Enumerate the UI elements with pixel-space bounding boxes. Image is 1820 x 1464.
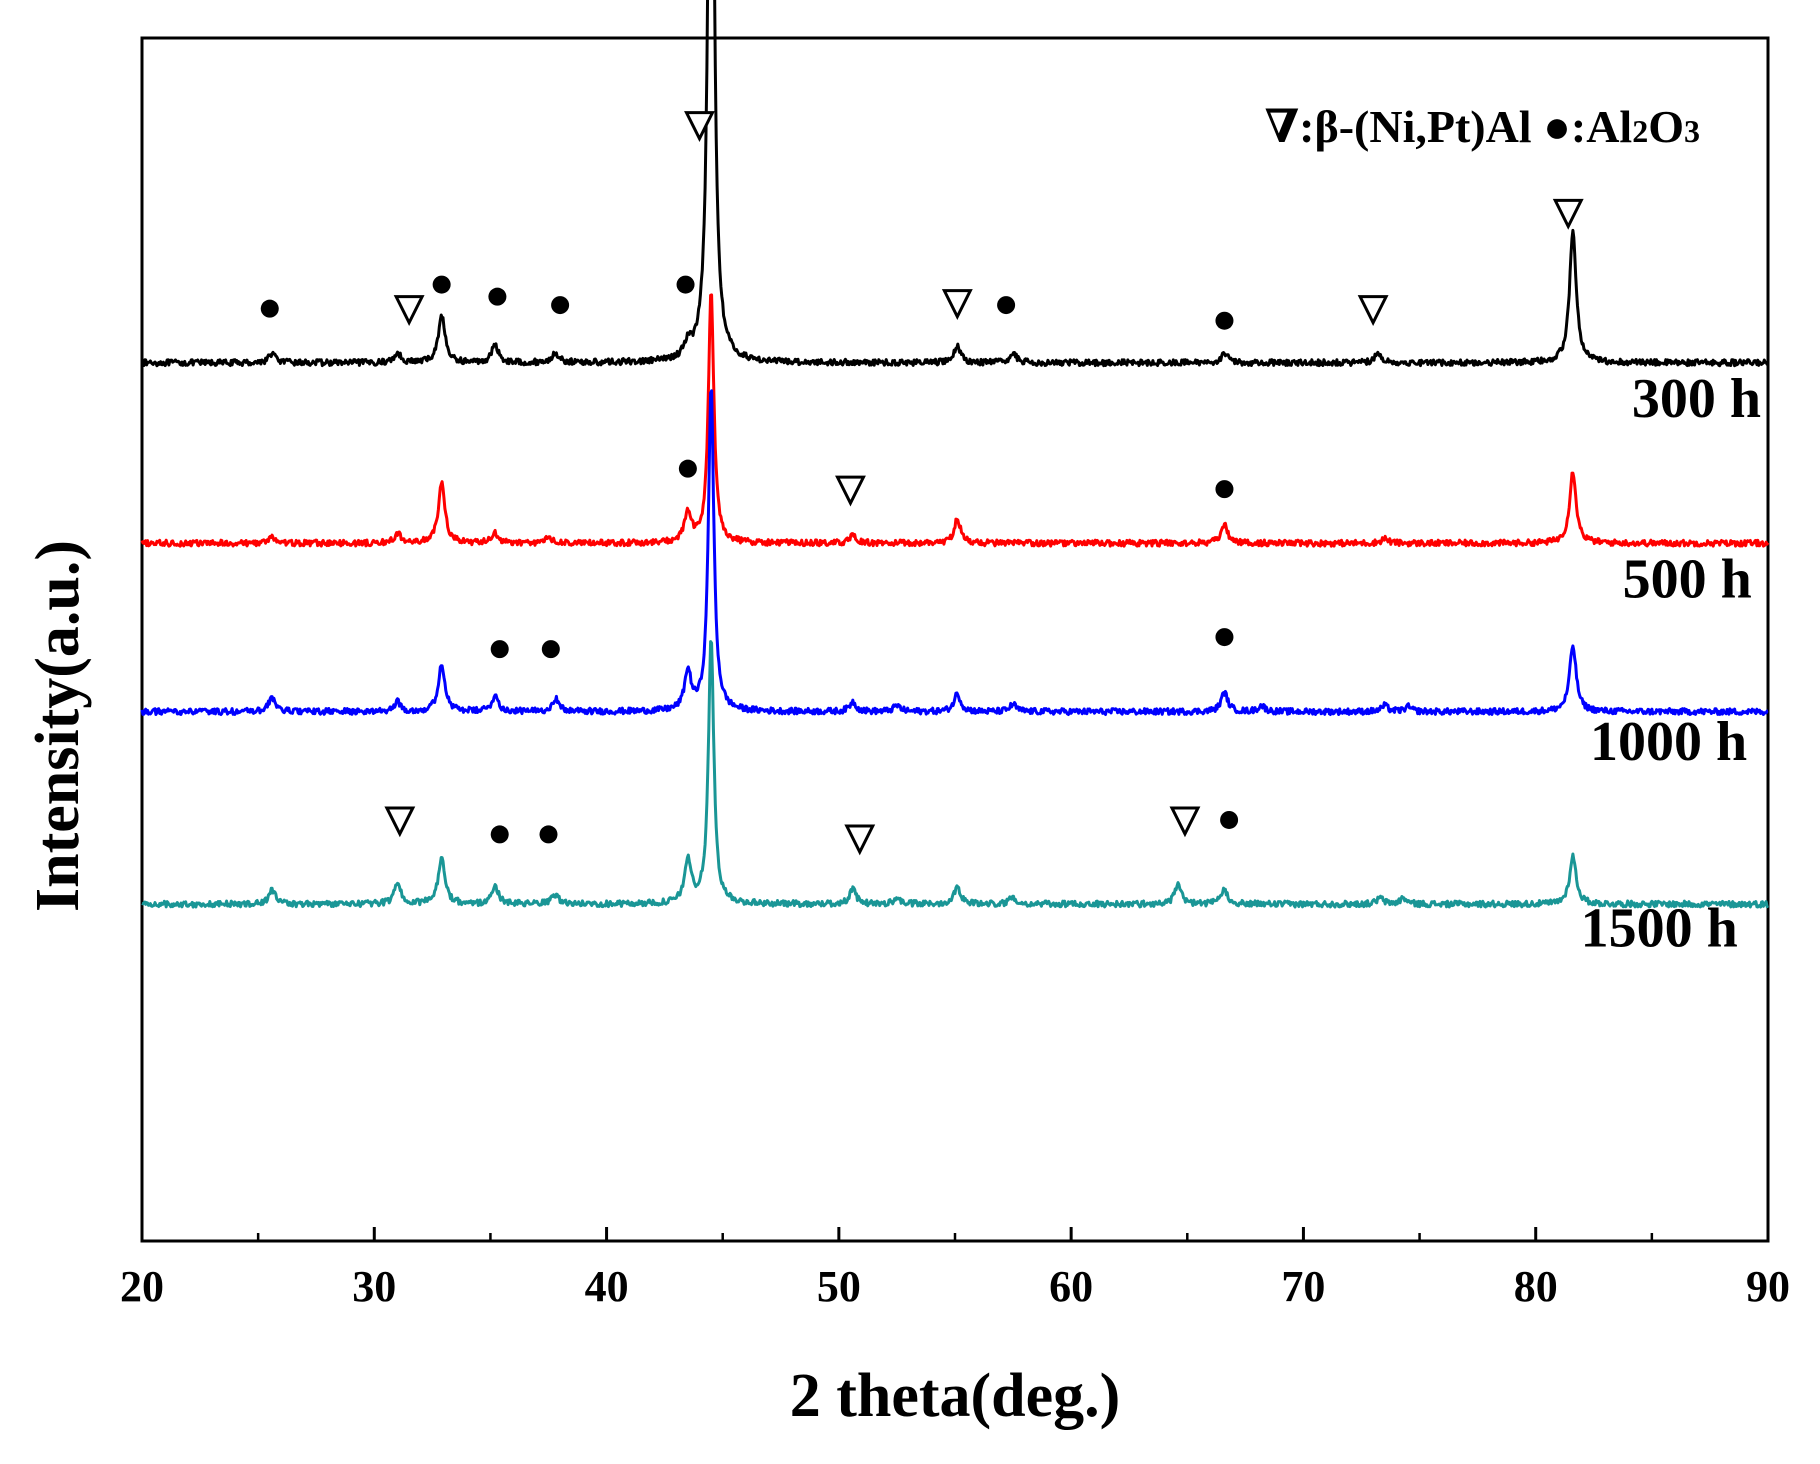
legend-alumina-sub-2: 3 [1684,113,1700,149]
alumina-marker [432,275,451,294]
x-tick-label: 70 [1281,1262,1325,1311]
alumina-marker [1215,311,1234,330]
series-label: 1000 h [1590,711,1747,773]
x-tick-label: 20 [120,1262,164,1311]
beta-phase-marker [844,824,876,856]
beta-phase-marker [384,806,416,838]
x-tick-label: 60 [1049,1262,1093,1311]
x-tick-label: 90 [1746,1262,1790,1311]
alumina-marker [1215,480,1234,499]
alumina-marker [678,459,697,478]
alumina-marker [551,296,570,315]
alumina-marker [997,296,1016,315]
alumina-marker [260,299,279,318]
beta-phase-marker [684,111,715,142]
y-axis-title: Intensity(a.u.) [24,540,92,912]
legend-alumina-sub-1: 2 [1632,113,1648,149]
alumina-marker [539,825,558,844]
x-tick-label: 40 [585,1262,629,1311]
beta-phase-marker [1552,198,1584,230]
alumina-marker [541,640,560,659]
legend-beta-label: :β-(Ni,Pt)Al [1299,101,1531,152]
x-tick-label: 50 [817,1262,861,1311]
legend-alumina-symbol: ● [1543,101,1571,152]
alumina-marker [1220,810,1239,829]
alumina-marker [676,275,695,294]
beta-phase-marker [835,475,866,507]
series-line-500-h [140,293,1770,548]
x-axis-ticks: 20 30 40 50 60 70 80 90 [120,1227,1790,1311]
x-axis-title: 2 theta(deg.) [790,1362,1121,1430]
alumina-marker [1215,628,1234,647]
beta-phase-marker [1357,295,1389,327]
alumina-marker [490,640,509,659]
series-line-300-h [141,0,1770,368]
phase-markers [260,111,1584,856]
series-line-1000-h [140,389,1769,716]
x-tick-label: 80 [1514,1262,1558,1311]
alumina-marker [488,287,507,306]
series-label: 1500 h [1581,897,1738,959]
beta-phase-marker [393,295,425,327]
legend-beta-symbol: ∇ [1265,101,1300,152]
legend-alumina-label: :Al [1571,101,1632,152]
beta-phase-marker [941,289,973,321]
series-labels: 300 h 500 h 1000 h 1500 h [1581,368,1761,959]
diffraction-patterns [140,0,1770,909]
beta-phase-marker [1169,806,1201,838]
legend-gap [1532,101,1544,152]
series-line-1500-h [141,640,1770,909]
legend: ∇:β-(Ni,Pt)Al ●:Al2O3 [1265,101,1700,152]
legend-alumina-oxygen: O [1648,101,1684,152]
series-label: 300 h [1632,368,1761,430]
alumina-marker [490,825,509,844]
series-label: 500 h [1623,548,1752,610]
x-tick-label: 30 [352,1262,396,1311]
